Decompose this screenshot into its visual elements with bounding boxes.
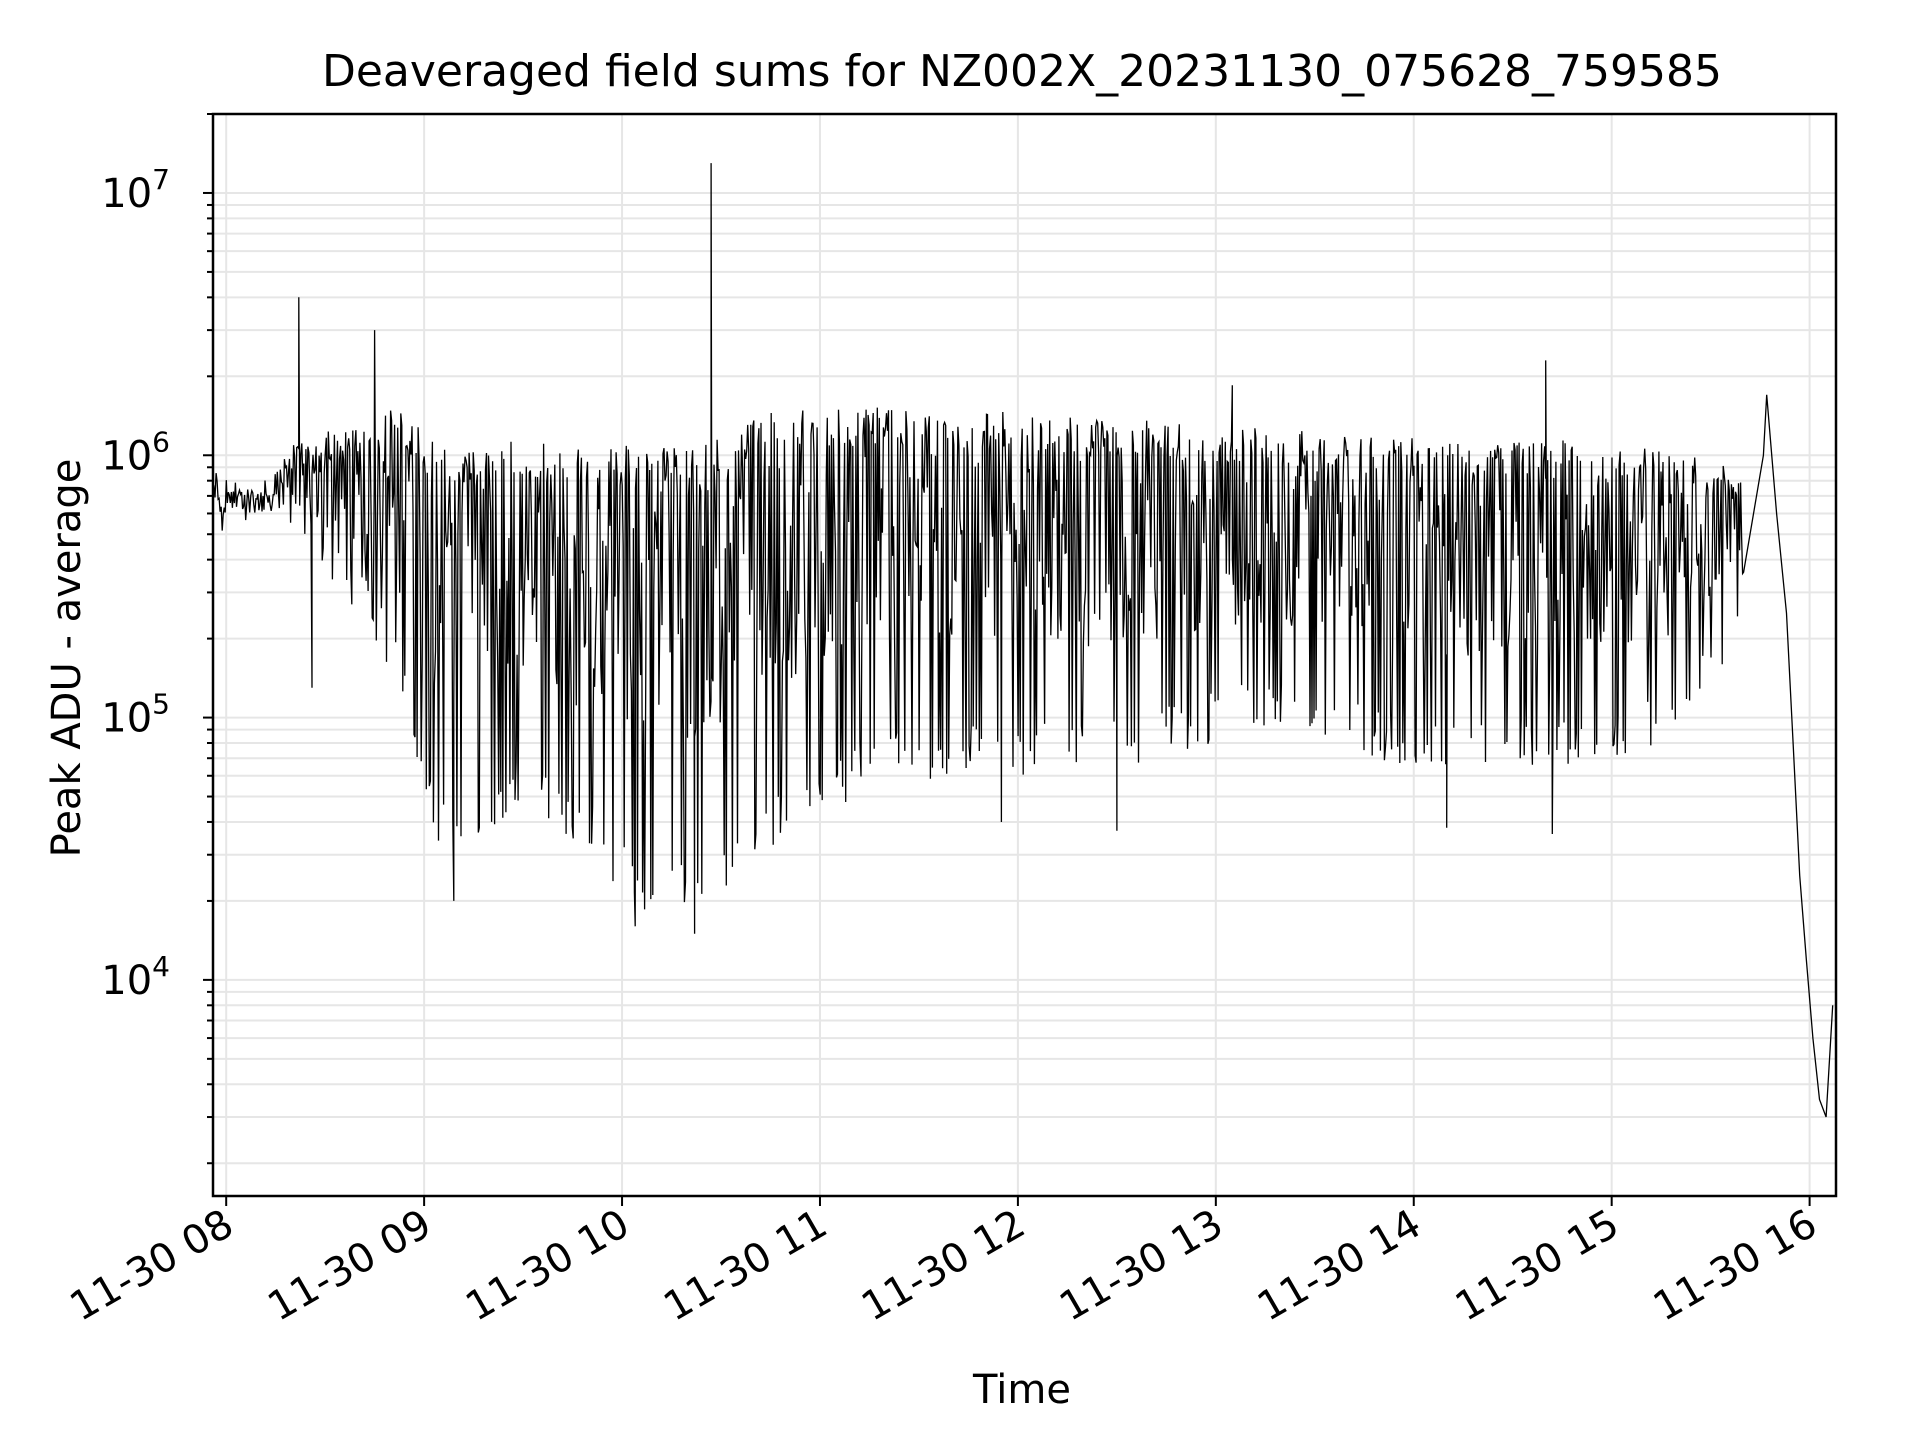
x-tick-label: 11-30 14	[1250, 1201, 1429, 1331]
y-tick-label: 104	[101, 950, 170, 1004]
series-line	[212, 163, 1834, 1118]
y-axis: 104 105 106 107	[101, 113, 213, 1165]
x-tick-label: 11-30 15	[1448, 1201, 1627, 1331]
x-axis: 11-30 08 11-30 09 11-30 10 11-30 11 11-30 12…	[62, 1196, 1825, 1331]
x-tick-label: 11-30 13	[1052, 1201, 1231, 1331]
x-axis-label: Time	[972, 1367, 1071, 1413]
x-tick-label: 11-30 08	[62, 1201, 241, 1331]
plot-frame	[211, 112, 1838, 1198]
x-tick-label: 11-30 16	[1646, 1201, 1825, 1331]
y-axis-label: Peak ADU - average	[44, 459, 90, 858]
data-series	[212, 163, 1834, 1118]
y-tick-label: 107	[101, 163, 170, 217]
y-tick-label: 106	[101, 425, 170, 479]
x-tick-label: 11-30 09	[260, 1201, 439, 1331]
x-tick-label: 11-30 12	[854, 1201, 1033, 1331]
x-tick-label: 11-30 10	[458, 1201, 637, 1331]
y-tick-label: 105	[101, 688, 170, 742]
chart-title: Deaveraged field sums for NZ002X_2023113…	[322, 46, 1722, 97]
x-tick-label: 11-30 11	[656, 1201, 835, 1331]
